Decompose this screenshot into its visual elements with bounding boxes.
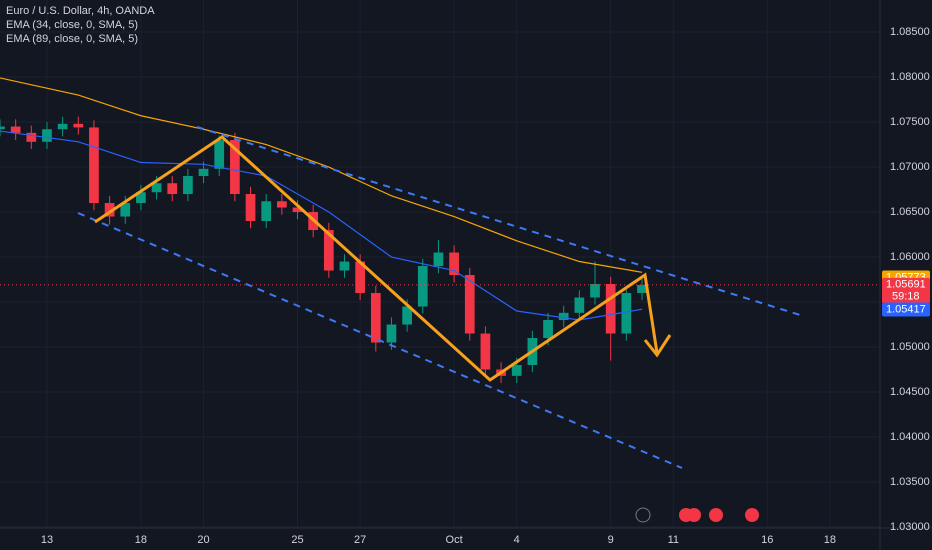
x-tick-label: 18 xyxy=(135,534,147,546)
candle-body xyxy=(104,203,115,217)
y-tick-label: 1.07500 xyxy=(890,116,930,128)
y-tick-label: 1.04000 xyxy=(890,431,930,443)
candle-body xyxy=(214,140,225,169)
candle-body xyxy=(136,192,146,204)
candle-body xyxy=(480,333,491,370)
candle-body xyxy=(574,297,585,313)
candle-body xyxy=(355,261,365,294)
x-tick-label: 11 xyxy=(668,534,679,546)
y-tick-label: 1.07000 xyxy=(890,161,930,173)
candle-body xyxy=(417,266,428,307)
y-tick-label: 1.03500 xyxy=(890,476,930,488)
x-tick-label: 4 xyxy=(514,534,520,546)
event-icon xyxy=(687,508,701,522)
event-icons xyxy=(635,507,759,523)
y-tick-label: 1.03000 xyxy=(890,521,930,533)
candle-body xyxy=(230,140,240,195)
plot xyxy=(0,77,880,384)
candle-body xyxy=(605,284,616,334)
candle-body xyxy=(433,252,444,267)
chart-title: Euro / U.S. Dollar, 4h, OANDA xyxy=(6,5,155,17)
candle-body xyxy=(370,293,381,343)
legend: Euro / U.S. Dollar, 4h, OANDA EMA (34, c… xyxy=(6,4,155,46)
x-tick-label: 16 xyxy=(761,534,773,546)
event-icon xyxy=(635,507,651,523)
candle-body xyxy=(73,123,84,128)
candle-body xyxy=(261,201,272,222)
candle-body xyxy=(402,306,412,325)
arrow-head xyxy=(643,334,672,358)
candle-body xyxy=(167,183,178,195)
candle-body xyxy=(543,320,553,339)
candle-body xyxy=(42,129,52,142)
x-tick-label: 13 xyxy=(41,534,53,546)
y-tick-label: 1.08500 xyxy=(890,26,930,38)
candle-body xyxy=(323,230,334,271)
legend-entry: EMA (89, close, 0, SMA, 5) xyxy=(6,33,139,45)
candle-body xyxy=(198,168,209,177)
x-tick-label: Oct xyxy=(446,534,463,546)
event-icon xyxy=(745,508,759,522)
legend-entry: EMA (34, close, 0, SMA, 5) xyxy=(6,19,139,31)
x-tick-label: 18 xyxy=(824,534,836,546)
candle-body xyxy=(511,365,522,376)
x-tick-label: 27 xyxy=(354,534,366,546)
candle-body xyxy=(449,252,459,276)
candle-body xyxy=(276,201,287,208)
candle-body xyxy=(151,183,162,193)
axes: 1.08500 1.08000 1.07500 1.07000 1.06500 1.060… xyxy=(41,26,930,546)
y-tick-label: 1.06000 xyxy=(890,251,930,263)
zigzag xyxy=(94,135,659,382)
candle-body xyxy=(558,312,569,321)
candle-body xyxy=(89,127,99,204)
candle-body xyxy=(183,176,193,195)
y-tick-label: 1.06500 xyxy=(890,206,930,218)
ema-line xyxy=(0,130,643,321)
y-tick-label: 1.05000 xyxy=(890,341,930,353)
candle-body xyxy=(57,123,68,130)
candle-body xyxy=(26,132,37,142)
candle-body xyxy=(339,261,350,271)
channel-lower xyxy=(77,212,683,469)
candle-body xyxy=(10,126,21,133)
candle-body xyxy=(621,293,632,334)
channel-upper xyxy=(196,126,801,316)
candle-body xyxy=(464,275,475,334)
price-label: 1.05691 xyxy=(886,279,926,291)
price-label-bg xyxy=(882,277,930,304)
x-tick-label: 9 xyxy=(608,534,614,546)
candle-body xyxy=(590,284,600,298)
candle-body xyxy=(120,203,131,217)
price-label: 1.05417 xyxy=(886,303,926,315)
candle-body xyxy=(292,207,303,213)
ema-line xyxy=(0,77,643,273)
x-tick-label: 20 xyxy=(197,534,209,546)
y-tick-label: 1.04500 xyxy=(890,386,930,398)
y-tick-label: 1.08000 xyxy=(890,71,930,83)
candle-body xyxy=(637,284,647,294)
countdown: 59:18 xyxy=(892,291,920,303)
candle-body xyxy=(245,194,256,222)
candle-body xyxy=(0,126,5,130)
event-icon xyxy=(709,508,723,522)
x-tick-label: 25 xyxy=(291,534,303,546)
candle-body xyxy=(386,324,397,343)
drawings xyxy=(77,126,801,469)
price-label-bg xyxy=(882,302,930,317)
